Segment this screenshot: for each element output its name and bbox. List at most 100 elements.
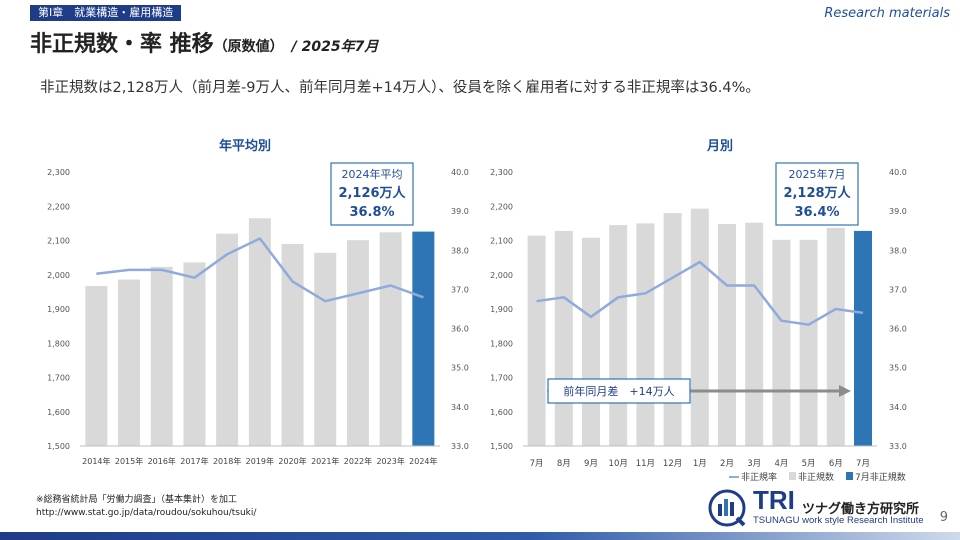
- logo-tri-text: TRI: [753, 485, 795, 515]
- x-tick-label: 2023年: [376, 456, 404, 466]
- y-left-tick: 2,000: [47, 271, 70, 280]
- y-right-tick: 39.0: [889, 207, 907, 216]
- bar: [248, 218, 271, 446]
- y-left-tick: 2,200: [47, 202, 70, 211]
- y-left-tick: 1,900: [47, 305, 70, 314]
- bar: [582, 237, 600, 446]
- x-tick-label: 12月: [663, 459, 682, 469]
- x-tick-label: 2018年: [213, 456, 241, 466]
- logo-en-text: TSUNAGU work style Research Institute: [753, 515, 924, 526]
- x-tick-label: 9月: [584, 459, 598, 469]
- y-right-tick: 37.0: [451, 285, 469, 294]
- y-right-tick: 40.0: [889, 168, 907, 177]
- page-number: 9: [939, 510, 948, 525]
- x-tick-label: 10月: [609, 459, 628, 469]
- callout-count: 2,128万人: [783, 185, 851, 201]
- callout-rate: 36.8%: [349, 205, 394, 220]
- y-left-tick: 1,500: [490, 442, 513, 451]
- y-left-tick: 1,900: [490, 305, 513, 314]
- x-tick-label: 2019年: [246, 456, 274, 466]
- bar: [118, 279, 141, 446]
- y-left-tick: 2,300: [490, 168, 513, 177]
- source-note: ※総務省統計局「労働力調査」（基本集計）を加工 http://www.stat.…: [36, 494, 256, 520]
- tri-logo: TRI ツナグ働き方研究所 TSUNAGU work style Researc…: [707, 485, 927, 532]
- yoy-arrow-head: [839, 385, 851, 397]
- y-right-tick: 39.0: [451, 207, 469, 216]
- x-tick-label: 2014年: [82, 456, 110, 466]
- x-tick-label: 8月: [557, 459, 571, 469]
- bar: [799, 239, 818, 446]
- y-left-tick: 1,700: [490, 374, 513, 383]
- x-tick-label: 2015年: [115, 456, 143, 466]
- y-left-tick: 2,100: [47, 237, 70, 246]
- title-main: 非正規数・率 推移: [30, 32, 214, 57]
- y-right-tick: 35.0: [889, 364, 907, 373]
- x-tick-label: 2016年: [148, 456, 176, 466]
- x-tick-label: 3月: [747, 459, 761, 469]
- source-text: ※総務省統計局「労働力調査」（基本集計）を加工: [36, 495, 238, 505]
- legend-count-label: 非正規数: [798, 471, 834, 483]
- y-right-tick: 38.0: [889, 246, 907, 255]
- y-left-tick: 1,800: [490, 339, 513, 348]
- bottom-bar: [0, 532, 960, 540]
- x-tick-label: 5月: [802, 459, 816, 469]
- rate-line: [96, 237, 424, 303]
- callout-label: 2025年7月: [789, 167, 846, 181]
- y-left-tick: 2,200: [490, 202, 513, 211]
- bar: [636, 223, 655, 446]
- x-tick-label: 11月: [636, 459, 655, 469]
- yoy-label: 前年同月差 +14万人: [563, 384, 674, 398]
- x-tick-label: 2024年: [409, 456, 437, 466]
- y-right-tick: 34.0: [451, 403, 469, 412]
- bar: [772, 239, 791, 446]
- x-tick-label: 7月: [856, 459, 870, 469]
- y-right-tick: 36.0: [451, 325, 469, 334]
- x-tick-label: 2017年: [180, 456, 208, 466]
- y-right-tick: 33.0: [451, 442, 469, 451]
- callout-label: 2024年平均: [342, 167, 403, 181]
- x-tick-label: 2020年: [278, 456, 306, 466]
- x-tick-label: 1月: [693, 459, 707, 469]
- y-right-tick: 40.0: [451, 168, 469, 177]
- x-tick-label: 2月: [720, 459, 734, 469]
- bar: [527, 235, 546, 446]
- bar: [346, 240, 369, 446]
- bar: [745, 222, 764, 446]
- title-sub: （原数値）: [213, 39, 284, 55]
- bar: [281, 243, 304, 446]
- x-tick-label: 4月: [774, 459, 788, 469]
- x-tick-label: 2021年: [311, 456, 339, 466]
- bar-highlight: [854, 230, 872, 446]
- y-right-tick: 33.0: [889, 442, 907, 451]
- y-right-tick: 38.0: [451, 246, 469, 255]
- bar: [554, 230, 573, 446]
- callout-box: [330, 162, 414, 226]
- y-left-tick: 1,600: [47, 408, 70, 417]
- y-right-tick: 37.0: [889, 285, 907, 294]
- research-label: Research materials: [824, 6, 950, 21]
- y-left-tick: 1,700: [47, 374, 70, 383]
- bar: [609, 225, 628, 446]
- bar: [826, 227, 845, 446]
- source-url[interactable]: http://www.stat.go.jp/data/roudou/sokuho…: [36, 508, 257, 518]
- summary-text: 非正規数は2,128万人（前月差-9万人、前年同月差+14万人）、役員を除く雇用…: [40, 80, 760, 96]
- y-left-tick: 2,300: [47, 168, 70, 177]
- bar: [314, 252, 337, 446]
- bar: [690, 208, 709, 446]
- bar: [718, 224, 736, 446]
- page-title: 非正規数・率 推移（原数値） / 2025年7月: [30, 26, 378, 58]
- chapter-tag: 第Ⅰ章 就業構造・雇用構造: [30, 5, 182, 21]
- x-tick-label: 6月: [829, 459, 843, 469]
- callout-rate: 36.4%: [794, 205, 839, 220]
- y-right-tick: 35.0: [451, 364, 469, 373]
- bar: [150, 266, 173, 446]
- logo-mark-icon: [708, 489, 746, 527]
- bar: [379, 232, 402, 446]
- y-left-tick: 1,500: [47, 442, 70, 451]
- chart-title-annual: 年平均別: [218, 139, 271, 154]
- y-left-tick: 1,800: [47, 339, 70, 348]
- yoy-label-box: [547, 378, 691, 404]
- title-date: / 2025年7月: [291, 39, 379, 55]
